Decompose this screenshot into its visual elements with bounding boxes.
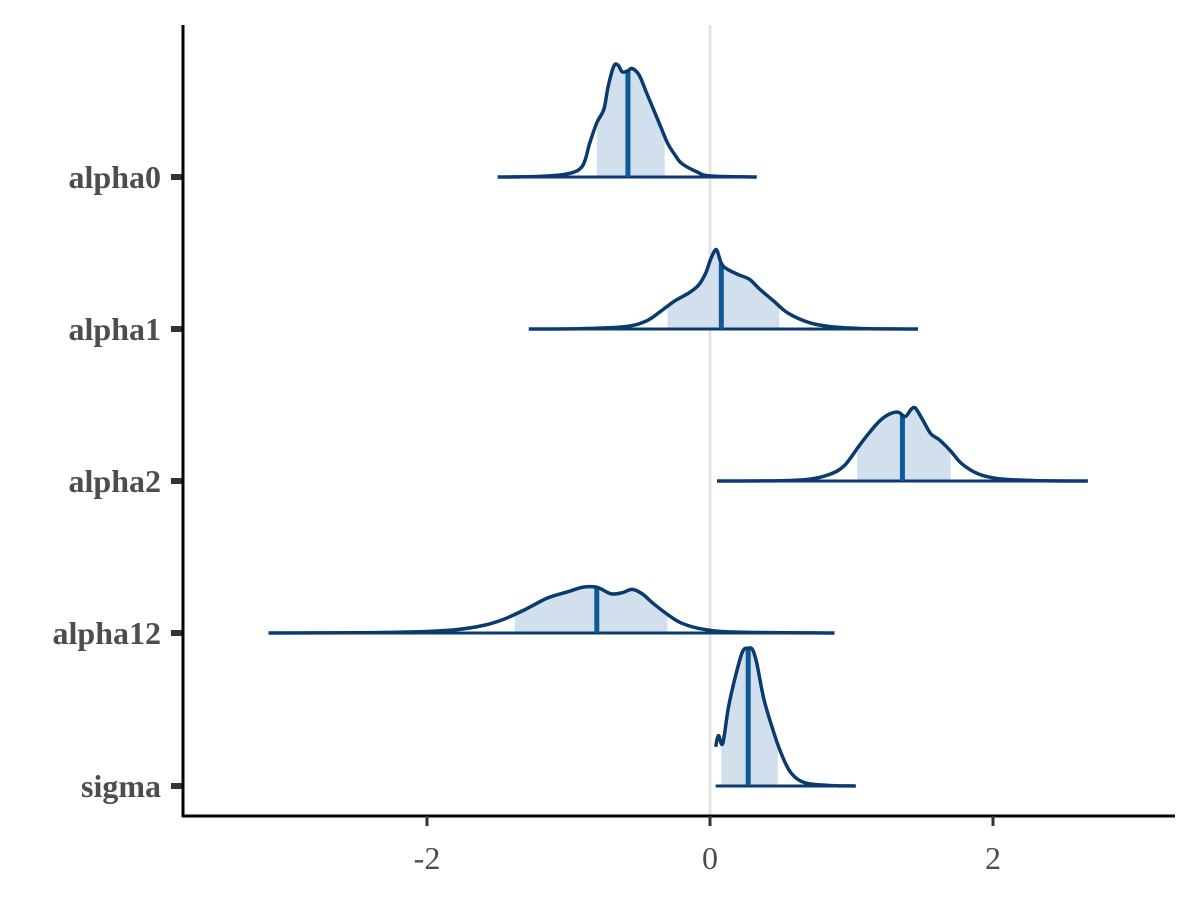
x-tick-label-0: -2	[414, 840, 441, 876]
interval-fill-alpha12	[514, 587, 668, 633]
density-curve-alpha1	[528, 247, 919, 331]
ridge-alpha1	[528, 247, 919, 331]
y-tick-label-alpha2: alpha2	[69, 463, 161, 499]
density-curve-alpha12	[268, 584, 835, 635]
y-tick-label-alpha0: alpha0	[69, 159, 161, 195]
density-curve-sigma	[713, 646, 856, 788]
ridge-alpha0	[497, 62, 757, 179]
density-curve-alpha0	[497, 62, 757, 179]
density-curve-alpha2	[717, 405, 1088, 483]
ridge-alpha12	[268, 584, 835, 635]
x-tick-label-1: 0	[702, 840, 718, 876]
y-tick-label-alpha1: alpha1	[69, 311, 161, 347]
interval-fill-alpha0	[596, 65, 665, 177]
y-tick-label-sigma: sigma	[81, 768, 161, 804]
x-tick-label-2: 2	[985, 840, 1001, 876]
ridge-sigma	[713, 646, 856, 788]
ridge-alpha2	[717, 405, 1088, 483]
y-tick-label-alpha12: alpha12	[53, 615, 161, 651]
